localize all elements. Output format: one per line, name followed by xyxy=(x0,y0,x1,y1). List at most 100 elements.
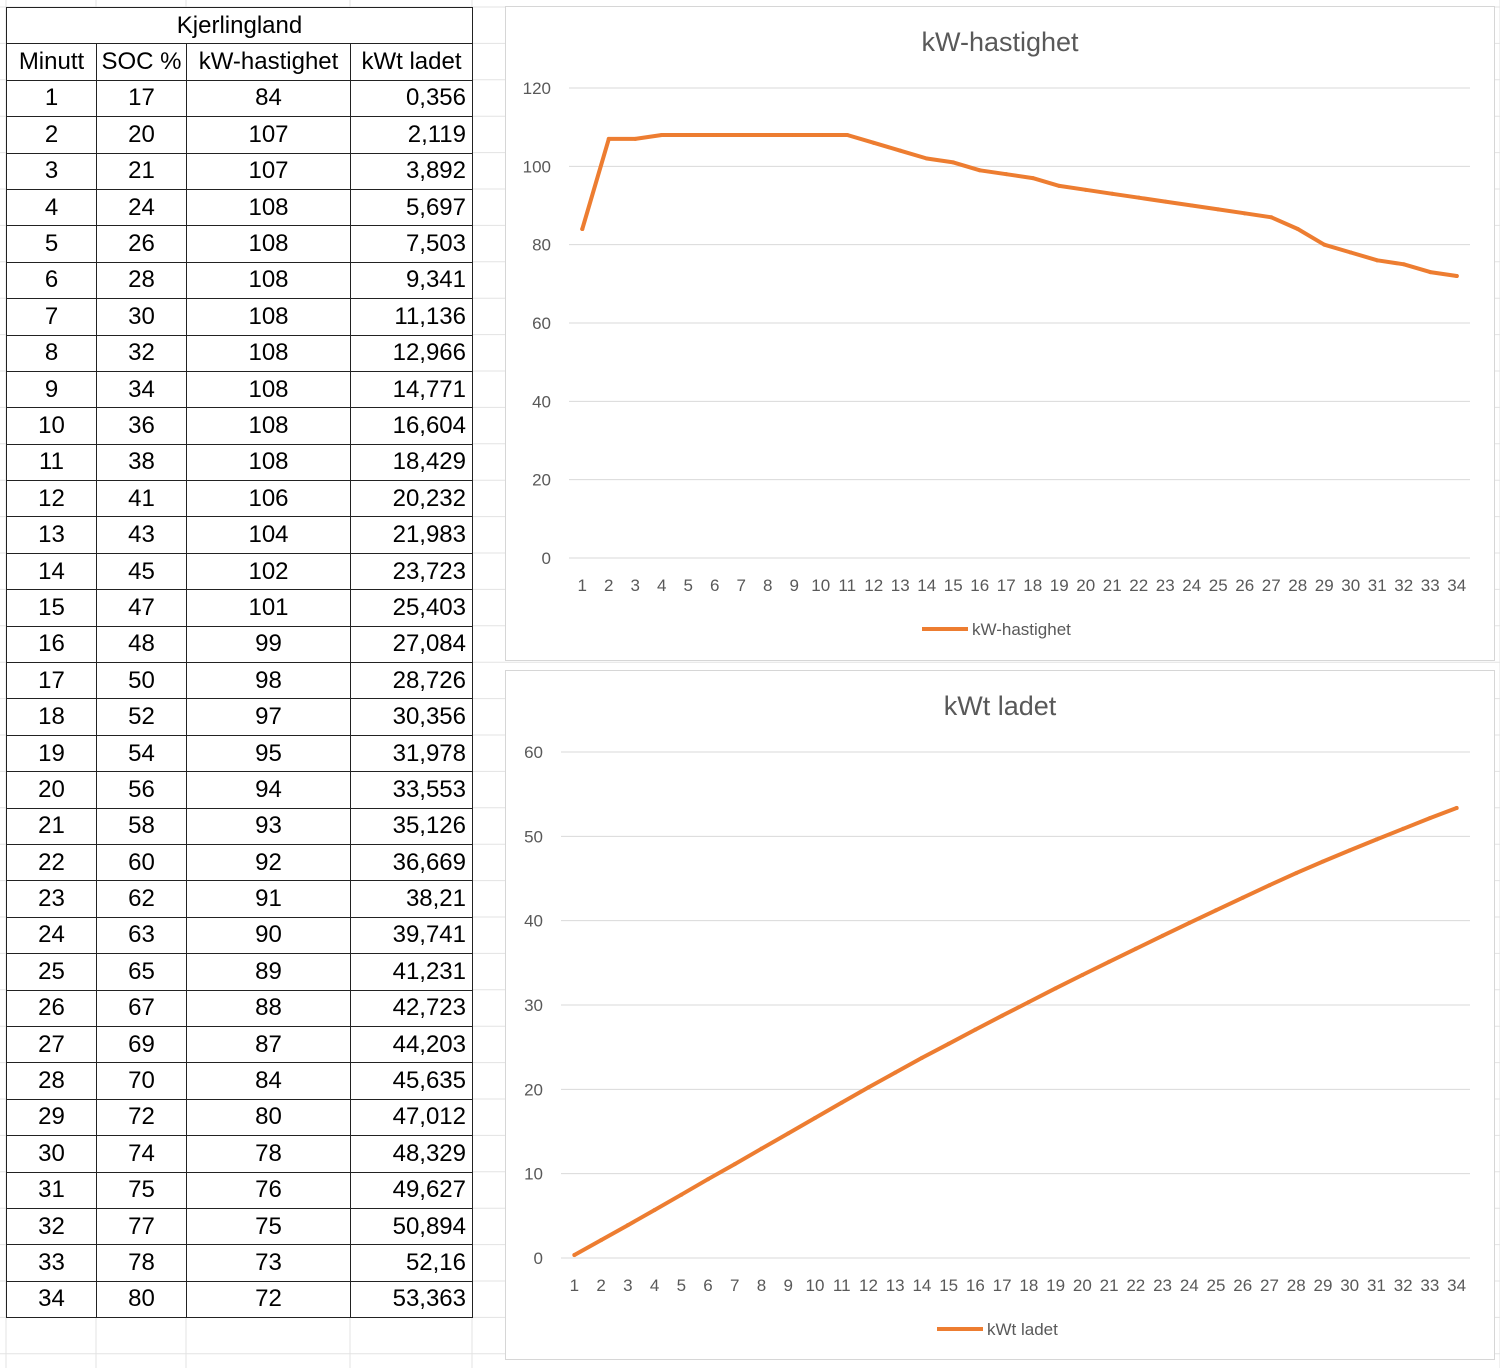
cell-kwt-ladet[interactable]: 48,329 xyxy=(350,1135,473,1173)
data-point[interactable] xyxy=(1110,191,1115,196)
cell-minutt[interactable]: 6 xyxy=(6,261,97,300)
cell-minutt[interactable]: 25 xyxy=(6,953,97,991)
data-point[interactable] xyxy=(1189,203,1194,208)
cell-kw-hastighet[interactable]: 95 xyxy=(186,734,351,773)
cell-minutt[interactable]: 2 xyxy=(6,116,97,154)
cell-kwt-ladet[interactable]: 47,012 xyxy=(350,1098,473,1137)
cell-soc[interactable]: 60 xyxy=(96,843,187,882)
cell-kw-hastighet[interactable]: 104 xyxy=(186,516,351,554)
cell-minutt[interactable]: 7 xyxy=(6,298,97,336)
cell-kw-hastighet[interactable]: 92 xyxy=(186,843,351,882)
cell-soc[interactable]: 30 xyxy=(96,298,187,336)
data-point[interactable] xyxy=(1347,848,1352,853)
data-point[interactable] xyxy=(580,227,585,231)
cell-kwt-ladet[interactable]: 0,356 xyxy=(350,79,473,118)
cell-minutt[interactable]: 24 xyxy=(6,916,97,955)
cell-kw-hastighet[interactable]: 107 xyxy=(186,152,351,190)
cell-kw-hastighet[interactable]: 107 xyxy=(186,116,351,154)
data-point[interactable] xyxy=(1136,195,1141,200)
cell-kwt-ladet[interactable]: 11,136 xyxy=(350,298,473,336)
data-point[interactable] xyxy=(739,133,744,137)
data-point[interactable] xyxy=(893,1070,898,1075)
data-point[interactable] xyxy=(866,1085,871,1090)
cell-minutt[interactable]: 15 xyxy=(6,589,97,627)
cell-kwt-ladet[interactable]: 33,553 xyxy=(350,771,473,809)
cell-minutt[interactable]: 18 xyxy=(6,698,97,736)
data-point[interactable] xyxy=(1133,946,1138,951)
cell-soc[interactable]: 65 xyxy=(96,953,187,991)
cell-minutt[interactable]: 9 xyxy=(6,370,97,409)
cell-kw-hastighet[interactable]: 106 xyxy=(186,480,351,518)
data-point[interactable] xyxy=(1320,859,1325,864)
column-header-kw-hastighet[interactable]: kW-hastighet xyxy=(186,43,351,81)
cell-soc[interactable]: 43 xyxy=(96,516,187,554)
cell-soc[interactable]: 20 xyxy=(96,116,187,154)
cell-soc[interactable]: 50 xyxy=(96,662,187,700)
cell-minutt[interactable]: 29 xyxy=(6,1098,97,1137)
cell-minutt[interactable]: 31 xyxy=(6,1171,97,1209)
cell-kwt-ladet[interactable]: 28,726 xyxy=(350,662,473,700)
cell-minutt[interactable]: 27 xyxy=(6,1025,97,1064)
cell-kw-hastighet[interactable]: 108 xyxy=(186,370,351,409)
cell-minutt[interactable]: 32 xyxy=(6,1207,97,1246)
cell-kwt-ladet[interactable]: 16,604 xyxy=(350,407,473,445)
cell-kwt-ladet[interactable]: 7,503 xyxy=(350,225,473,263)
data-point[interactable] xyxy=(1374,837,1379,842)
column-header-kwt-ladet[interactable]: kWt ladet xyxy=(350,43,473,81)
cell-kwt-ladet[interactable]: 35,126 xyxy=(350,807,473,845)
column-header-minutt[interactable]: Minutt xyxy=(6,43,97,81)
data-point[interactable] xyxy=(818,133,823,137)
cell-soc[interactable]: 70 xyxy=(96,1062,187,1100)
data-point[interactable] xyxy=(1428,270,1433,275)
cell-minutt[interactable]: 3 xyxy=(6,152,97,190)
cell-kw-hastighet[interactable]: 108 xyxy=(186,443,351,482)
cell-kwt-ladet[interactable]: 21,983 xyxy=(350,516,473,554)
cell-kw-hastighet[interactable]: 89 xyxy=(186,953,351,991)
data-point[interactable] xyxy=(812,1115,817,1120)
cell-minutt[interactable]: 13 xyxy=(6,516,97,554)
data-point[interactable] xyxy=(1030,176,1035,181)
cell-minutt[interactable]: 34 xyxy=(6,1280,97,1319)
cell-kwt-ladet[interactable]: 52,16 xyxy=(350,1244,473,1282)
data-point[interactable] xyxy=(1026,999,1031,1004)
data-point[interactable] xyxy=(659,133,664,137)
cell-kw-hastighet[interactable]: 91 xyxy=(186,880,351,918)
cell-minutt[interactable]: 10 xyxy=(6,407,97,445)
data-point[interactable] xyxy=(871,140,876,145)
cell-kw-hastighet[interactable]: 76 xyxy=(186,1171,351,1209)
cell-minutt[interactable]: 26 xyxy=(6,989,97,1027)
data-point[interactable] xyxy=(1187,920,1192,925)
cell-kwt-ladet[interactable]: 30,356 xyxy=(350,698,473,736)
cell-kw-hastighet[interactable]: 101 xyxy=(186,589,351,627)
cell-soc[interactable]: 17 xyxy=(96,79,187,118)
data-point[interactable] xyxy=(1427,816,1432,821)
cell-kwt-ladet[interactable]: 2,119 xyxy=(350,116,473,154)
cell-minutt[interactable]: 14 xyxy=(6,552,97,591)
data-point[interactable] xyxy=(1083,187,1088,192)
cell-soc[interactable]: 80 xyxy=(96,1280,187,1319)
cell-kwt-ladet[interactable]: 44,203 xyxy=(350,1025,473,1064)
cell-soc[interactable]: 45 xyxy=(96,552,187,591)
data-point[interactable] xyxy=(1294,871,1299,876)
cell-minutt[interactable]: 23 xyxy=(6,880,97,918)
cell-soc[interactable]: 69 xyxy=(96,1025,187,1064)
data-point[interactable] xyxy=(686,133,691,137)
data-point[interactable] xyxy=(792,133,797,137)
data-point[interactable] xyxy=(1454,274,1459,278)
cell-minutt[interactable]: 5 xyxy=(6,225,97,263)
data-point[interactable] xyxy=(839,1100,844,1105)
cell-soc[interactable]: 24 xyxy=(96,188,187,227)
cell-kw-hastighet[interactable]: 78 xyxy=(186,1135,351,1173)
cell-kwt-ladet[interactable]: 9,341 xyxy=(350,261,473,300)
cell-minutt[interactable]: 19 xyxy=(6,734,97,773)
data-point[interactable] xyxy=(759,1146,764,1151)
cell-kw-hastighet[interactable]: 94 xyxy=(186,771,351,809)
cell-minutt[interactable]: 30 xyxy=(6,1135,97,1173)
cell-kwt-ladet[interactable]: 12,966 xyxy=(350,334,473,372)
cell-minutt[interactable]: 20 xyxy=(6,771,97,809)
cell-soc[interactable]: 74 xyxy=(96,1135,187,1173)
cell-minutt[interactable]: 8 xyxy=(6,334,97,372)
data-point[interactable] xyxy=(977,168,982,173)
series-line[interactable] xyxy=(580,133,1459,278)
series-line[interactable] xyxy=(572,806,1459,1257)
